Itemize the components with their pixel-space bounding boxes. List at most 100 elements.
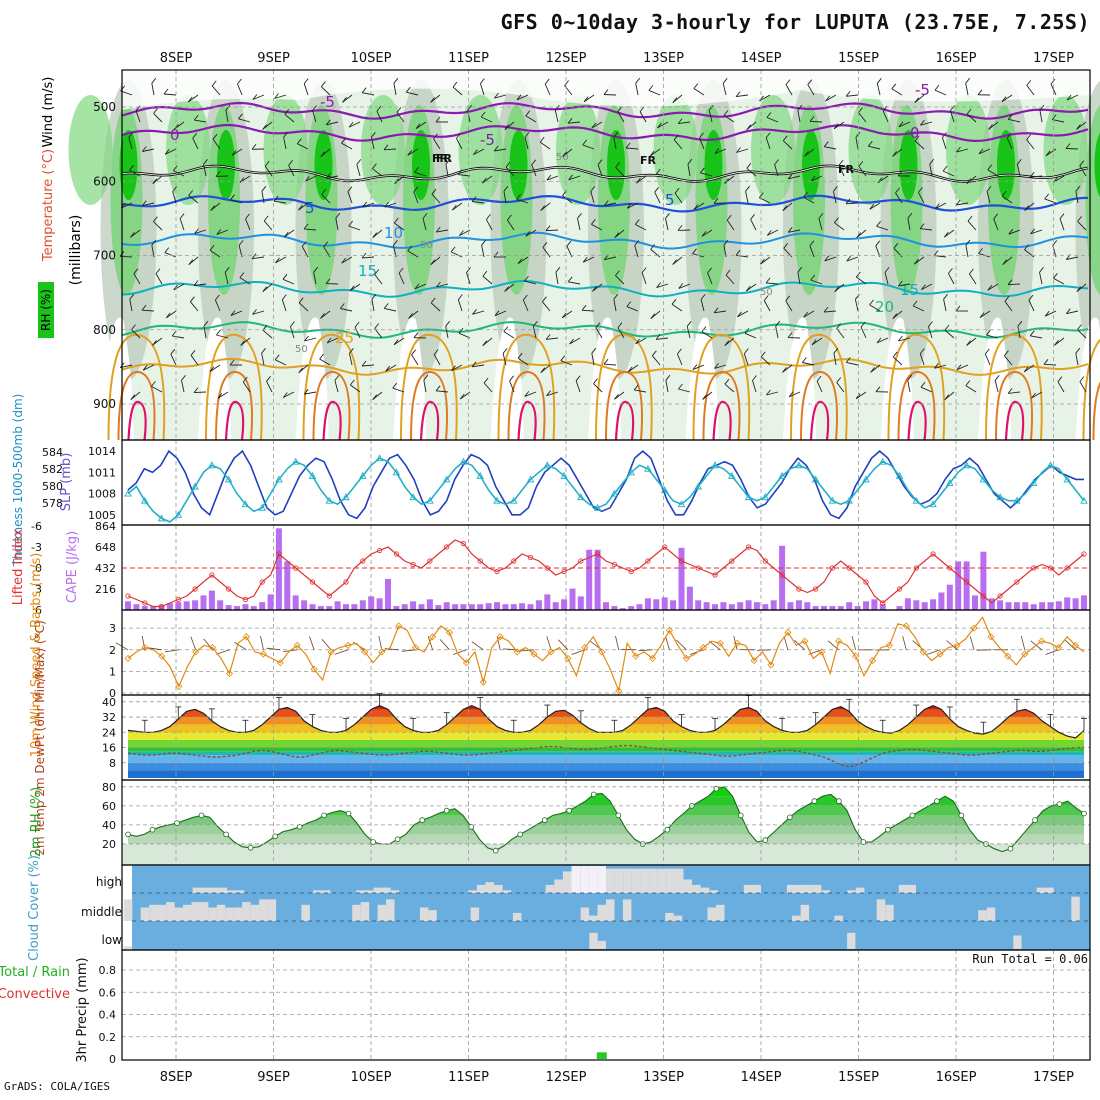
wind-barb	[240, 340, 245, 346]
wind-barb	[858, 161, 864, 167]
wind-barb	[361, 360, 367, 367]
rh-legend-swatch	[38, 282, 54, 338]
wind-barb	[347, 186, 353, 192]
wind-barb	[393, 77, 399, 84]
wind10-marker	[327, 648, 335, 656]
wind-barb	[372, 163, 377, 169]
wind-barb	[407, 148, 419, 156]
wind-barb	[225, 104, 231, 111]
wind-barb	[1044, 198, 1057, 204]
wind-barb	[933, 250, 939, 256]
wind-barb	[816, 375, 822, 382]
lifted-index-marker	[611, 561, 618, 568]
wind-barb	[787, 227, 793, 233]
wind-barb	[955, 199, 961, 206]
y-tick-label-right-slp: 1008	[88, 488, 116, 501]
wind-barb	[914, 97, 920, 103]
cloud-bar-high	[235, 890, 245, 893]
wind-barb	[833, 121, 845, 130]
rh2m-marker	[443, 807, 450, 814]
cloud-bar-low	[597, 940, 606, 949]
wind-barb	[855, 393, 861, 399]
wind-barb	[194, 283, 207, 286]
thickness-marker	[1013, 496, 1021, 504]
y-tick-label-cloud: low	[102, 933, 123, 947]
wind-barb	[693, 202, 705, 210]
y-tick-label: 16	[102, 742, 116, 755]
wind-barb	[1079, 160, 1085, 166]
wind-barb	[591, 223, 603, 231]
wind-barb	[979, 312, 985, 318]
contour-label: 15	[900, 281, 919, 299]
wind-barb	[591, 347, 597, 354]
wind-barb	[966, 340, 971, 346]
wind-barb	[1030, 335, 1043, 339]
wind-barb	[349, 285, 355, 292]
thickness-marker	[946, 479, 954, 486]
wind-barb	[245, 213, 250, 220]
wind-barb	[334, 375, 340, 381]
lifted-index-marker	[226, 586, 232, 592]
lifted-index-marker	[779, 572, 785, 578]
wind-barb	[801, 357, 807, 363]
rh-contour-fill	[704, 130, 723, 200]
wind-barb	[714, 363, 719, 369]
wind-barb	[882, 110, 889, 123]
wind-barb	[407, 245, 413, 252]
wind10-marker	[615, 687, 623, 695]
thickness-marker	[660, 486, 669, 493]
wind-barb	[263, 215, 269, 222]
wind-barb	[481, 177, 487, 184]
wind-barb	[560, 355, 566, 361]
wind-barb	[614, 391, 625, 400]
wind10-barb	[794, 640, 806, 651]
rh-contour-fill	[361, 95, 405, 205]
wind-barb	[824, 255, 830, 262]
lifted-index-marker	[947, 565, 953, 571]
wind10-barb	[851, 636, 856, 650]
rh2m-marker	[125, 831, 131, 838]
wind-barb	[714, 148, 727, 154]
wind-barb	[934, 364, 947, 369]
rh2m-marker	[394, 836, 401, 842]
thickness-marker	[1029, 479, 1038, 486]
wind-barb	[582, 144, 595, 150]
wind-barb	[614, 232, 620, 238]
wind-barb	[326, 337, 332, 344]
temperature-contour	[790, 333, 848, 441]
wind-barb	[994, 380, 999, 393]
wind-barb	[502, 348, 508, 354]
wind-barb	[892, 356, 903, 366]
wind-barb	[290, 321, 295, 327]
wind-barb	[1052, 119, 1065, 123]
wind-barb	[1017, 320, 1023, 327]
wind-barb	[833, 347, 839, 354]
wind-barb	[914, 258, 919, 265]
contour-label: FR	[436, 152, 453, 165]
wind-barb	[987, 283, 999, 291]
lifted-index-marker	[729, 558, 735, 564]
wind-barb	[133, 273, 141, 285]
wind10-marker	[902, 622, 910, 630]
wind-barb	[190, 355, 199, 366]
thickness-marker	[291, 457, 300, 465]
wind-barb	[592, 283, 603, 292]
wind-barb	[787, 173, 793, 180]
wind10-marker	[733, 639, 741, 647]
wind-barb	[759, 95, 764, 102]
lifted-index-marker	[695, 565, 701, 571]
wind-barb	[522, 294, 528, 301]
cape-bar	[871, 599, 878, 610]
wind-barb	[1030, 229, 1043, 235]
cloud-bar-high	[649, 868, 658, 893]
wind-barb	[472, 364, 485, 368]
temp-band	[128, 739, 1084, 748]
wind-barb	[411, 349, 416, 356]
wind-barb	[555, 266, 561, 273]
cloud-bar-high	[468, 890, 477, 893]
lifted-index-marker	[444, 544, 450, 550]
wind10-marker	[412, 644, 420, 652]
contour-label: -5	[480, 131, 495, 149]
cape-bar	[519, 603, 526, 610]
wind-barb	[1039, 104, 1045, 111]
